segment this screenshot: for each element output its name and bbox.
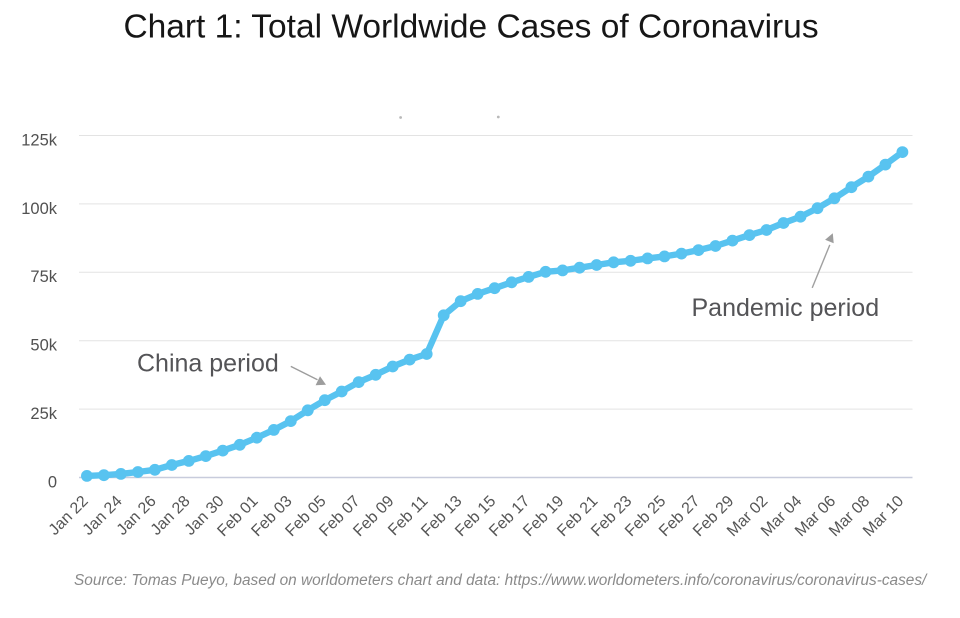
svg-text:25k: 25k bbox=[30, 405, 57, 423]
svg-text:100k: 100k bbox=[21, 200, 58, 218]
svg-text:0: 0 bbox=[48, 473, 57, 491]
svg-text:China period: China period bbox=[137, 350, 279, 378]
svg-text:Pandemic period: Pandemic period bbox=[692, 294, 880, 322]
svg-text:75k: 75k bbox=[30, 268, 57, 286]
svg-text:Source: Tomas Pueyo, based on: Source: Tomas Pueyo, based on worldomete… bbox=[74, 572, 928, 589]
svg-text:50k: 50k bbox=[30, 337, 57, 355]
svg-text:Chart 1: Total Worldwide Cases: Chart 1: Total Worldwide Cases of Corona… bbox=[123, 9, 818, 46]
svg-text:125k: 125k bbox=[21, 131, 58, 149]
